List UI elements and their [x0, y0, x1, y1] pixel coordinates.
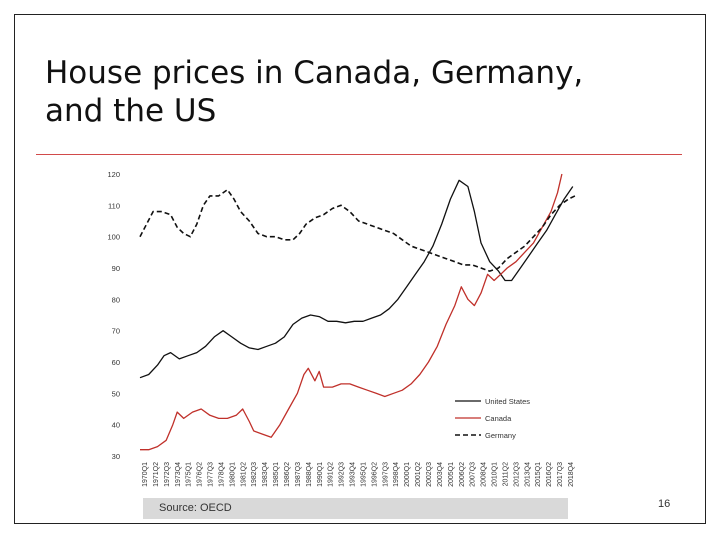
x-tick-label: 2005Q1 — [448, 462, 455, 487]
x-tick-label: 1995Q1 — [360, 462, 367, 487]
x-tick-label: 1983Q4 — [262, 462, 269, 487]
y-tick-label: 110 — [108, 201, 120, 210]
y-tick-label: 120 — [107, 170, 120, 179]
x-tick-label: 1987Q3 — [295, 462, 302, 487]
slide-frame — [14, 14, 706, 524]
x-tick-label: 1998Q4 — [393, 462, 400, 487]
x-tick-label: 1972Q3 — [164, 462, 171, 487]
title-divider — [36, 154, 682, 155]
x-tick-label: 1970Q1 — [142, 462, 149, 487]
y-tick-label: 70 — [112, 327, 120, 336]
x-tick-label: 1990Q1 — [317, 462, 324, 487]
x-tick-label: 1988Q4 — [306, 462, 313, 487]
house-price-chart: 30 40 50 60 70 80 90 100 110 120 1970Q1 1971Q2 1972… — [107, 170, 576, 487]
series-line-united-states — [139, 179, 574, 379]
x-tick-label: 1982Q3 — [251, 462, 258, 487]
title-line-2: and the US — [45, 93, 217, 129]
x-tick-label: 2007Q3 — [470, 462, 477, 487]
series-group — [139, 173, 576, 451]
series-line-canada — [140, 173, 563, 451]
y-tick-label: 90 — [112, 264, 120, 273]
x-tick-label: 1971Q2 — [153, 462, 160, 487]
x-tick-label: 2001Q2 — [415, 462, 422, 487]
x-tick-label: 1980Q1 — [229, 462, 236, 487]
x-tick-label: 2003Q4 — [437, 462, 444, 487]
slide-title: House prices in Canada, Germany, and the… — [45, 54, 645, 130]
x-tick-label: 1986Q2 — [284, 462, 291, 487]
x-tick-label: 2015Q1 — [535, 462, 542, 487]
x-tick-label: 1978Q4 — [218, 462, 225, 487]
x-tick-label: 2011Q2 — [502, 462, 509, 486]
x-tick-label: 2012Q3 — [513, 462, 520, 487]
title-line-1: House prices in Canada, Germany, — [45, 55, 584, 91]
x-tick-label: 2018Q4 — [568, 462, 575, 487]
y-tick-label: 30 — [112, 452, 120, 461]
x-axis: 1970Q1 1971Q2 1972Q3 1973Q4 1975Q1 1976Q2 1977… — [142, 462, 575, 487]
x-tick-label: 2013Q4 — [524, 462, 531, 487]
legend: United States Canada Germany — [455, 397, 530, 440]
x-tick-label: 1975Q1 — [186, 462, 193, 487]
x-tick-label: 1981Q2 — [240, 462, 247, 487]
legend-label: Germany — [485, 431, 516, 440]
legend-label: Canada — [485, 414, 512, 423]
x-tick-label: 1985Q1 — [273, 462, 280, 487]
x-tick-label: 1976Q2 — [197, 462, 204, 487]
x-tick-label: 1977Q3 — [208, 462, 215, 487]
y-tick-label: 50 — [112, 389, 120, 398]
series-line-germany — [139, 188, 576, 272]
x-tick-label: 2016Q2 — [546, 462, 553, 487]
x-tick-label: 1997Q3 — [382, 462, 389, 487]
y-tick-label: 100 — [107, 233, 120, 242]
x-tick-label: 2000Q1 — [404, 462, 411, 487]
y-tick-label: 80 — [112, 295, 120, 304]
x-tick-label: 1993Q4 — [350, 462, 357, 487]
page-number: 16 — [658, 498, 671, 510]
x-tick-label: 1996Q2 — [371, 462, 378, 487]
source-note: Source: OECD — [143, 498, 568, 519]
x-tick-label: 2006Q2 — [459, 462, 466, 487]
x-tick-label: 1973Q4 — [175, 462, 182, 487]
y-axis: 30 40 50 60 70 80 90 100 110 120 — [107, 170, 120, 461]
x-tick-label: 1991Q2 — [328, 462, 335, 487]
x-tick-label: 2002Q3 — [426, 462, 433, 487]
x-tick-label: 2008Q4 — [481, 462, 488, 487]
y-tick-label: 40 — [112, 421, 120, 430]
x-tick-label: 1992Q3 — [339, 462, 346, 487]
x-tick-label: 2010Q1 — [492, 462, 499, 487]
y-tick-label: 60 — [112, 358, 120, 367]
legend-label: United States — [485, 397, 530, 406]
x-tick-label: 2017Q3 — [557, 462, 564, 487]
